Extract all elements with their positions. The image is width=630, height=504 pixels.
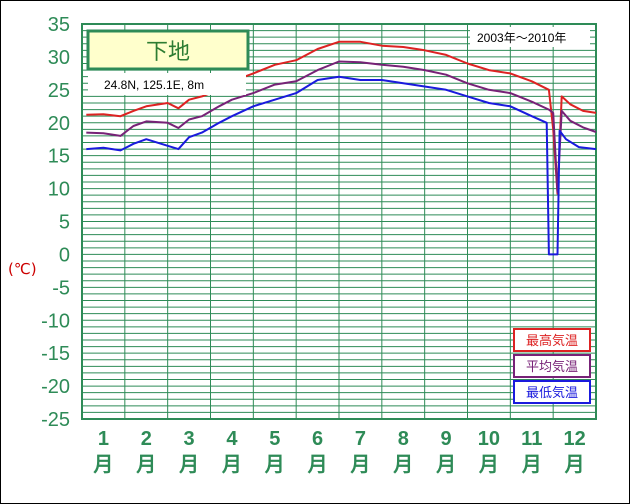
x-tick-suffix: 月 xyxy=(349,454,370,476)
period-text: 2003年〜2010年 xyxy=(477,31,566,45)
series-line xyxy=(86,40,597,195)
location-box xyxy=(88,73,246,95)
x-tick-label: 8 xyxy=(398,428,409,450)
legend-label: 平均気温 xyxy=(526,359,578,375)
x-tick-label: 10 xyxy=(478,428,500,450)
x-tick-label: 12 xyxy=(563,428,585,450)
y-tick-label: 25 xyxy=(48,80,70,102)
legend-box xyxy=(513,380,591,404)
x-tick-label: 3 xyxy=(184,428,195,450)
y-tick-label: 35 xyxy=(48,14,70,36)
x-tick-suffix: 月 xyxy=(135,454,156,476)
y-tick-label: 30 xyxy=(48,47,70,69)
x-tick-suffix: 月 xyxy=(264,454,285,476)
x-tick-suffix: 月 xyxy=(521,454,542,476)
period-box xyxy=(470,27,590,47)
legend-box xyxy=(513,354,591,378)
y-tick-label: -25 xyxy=(41,409,70,431)
location-text: 24.8N, 125.1E, 8m xyxy=(104,78,204,92)
series-lines xyxy=(86,40,597,256)
y-tick-label: -15 xyxy=(41,343,70,365)
y-axis-label: (℃) xyxy=(8,260,37,278)
x-tick-suffix: 月 xyxy=(564,454,585,476)
y-tick-label: 15 xyxy=(48,146,70,168)
legend-label: 最高気温 xyxy=(526,333,578,349)
x-tick-label: 5 xyxy=(269,428,280,450)
series-line xyxy=(86,60,597,193)
x-tick-suffix: 月 xyxy=(435,454,456,476)
x-tick-label: 7 xyxy=(355,428,366,450)
x-tick-suffix: 月 xyxy=(478,454,499,476)
y-tick-label: 20 xyxy=(48,113,70,135)
x-tick-label: 11 xyxy=(521,428,542,450)
x-tick-label: 4 xyxy=(226,428,238,450)
x-tick-suffix: 月 xyxy=(221,454,242,476)
x-tick-label: 2 xyxy=(141,428,152,450)
legend-box xyxy=(513,328,591,352)
y-tick-label: 10 xyxy=(48,179,70,201)
x-tick-suffix: 月 xyxy=(307,454,328,476)
y-tick-label: 0 xyxy=(59,244,70,266)
series-line xyxy=(86,75,597,256)
x-axis-ticks: 1 月 2 月 3 月 4 月 5 月 6 月 7 月 8 月 9 月 10 月 11 月 12 月 xyxy=(92,428,585,476)
y-tick-label: -5 xyxy=(52,277,70,299)
x-tick-label: 6 xyxy=(312,428,323,450)
y-tick-label: 5 xyxy=(59,212,70,234)
x-tick-label: 1 xyxy=(98,428,109,450)
y-axis-ticks: 35 30 25 20 15 10 5 0 -5 -10 -15 -20 -25 xyxy=(41,14,70,431)
title-box xyxy=(86,29,250,71)
x-tick-label: 9 xyxy=(441,428,452,450)
legend-label: 最低気温 xyxy=(526,385,578,401)
y-tick-label: -20 xyxy=(41,376,70,398)
x-tick-suffix: 月 xyxy=(392,454,413,476)
x-tick-suffix: 月 xyxy=(92,454,113,476)
chart-title: 下地 xyxy=(146,40,190,65)
y-tick-label: -10 xyxy=(41,310,70,332)
x-tick-suffix: 月 xyxy=(178,454,199,476)
